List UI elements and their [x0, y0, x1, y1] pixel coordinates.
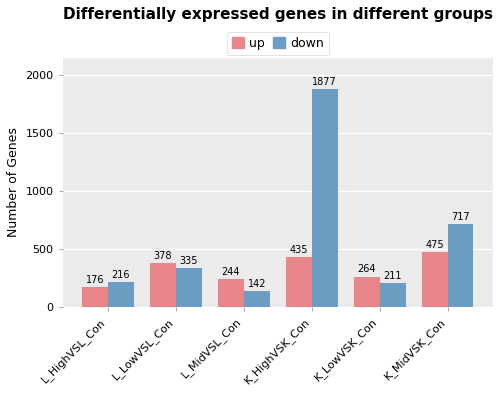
- Bar: [176, 268, 202, 307]
- Text: 717: 717: [452, 212, 470, 222]
- Text: 216: 216: [112, 270, 130, 280]
- Bar: [380, 283, 406, 307]
- Legend: up, down: up, down: [227, 32, 329, 55]
- Bar: [312, 90, 338, 307]
- Text: 244: 244: [222, 267, 240, 277]
- Bar: [218, 279, 244, 307]
- Text: 378: 378: [154, 251, 172, 261]
- Text: 211: 211: [384, 271, 402, 281]
- Bar: [422, 252, 448, 307]
- Bar: [448, 224, 473, 307]
- Y-axis label: Number of Genes: Number of Genes: [7, 128, 20, 237]
- Text: 435: 435: [290, 244, 308, 255]
- Bar: [150, 263, 176, 307]
- Text: 1877: 1877: [312, 77, 337, 87]
- Bar: [286, 257, 312, 307]
- Bar: [108, 282, 134, 307]
- Text: 475: 475: [426, 240, 444, 250]
- Text: 176: 176: [86, 275, 104, 285]
- Bar: [354, 277, 380, 307]
- Bar: [244, 291, 270, 307]
- Text: 335: 335: [180, 256, 198, 266]
- Text: 264: 264: [358, 264, 376, 274]
- Bar: [82, 287, 108, 307]
- Text: 142: 142: [248, 279, 266, 288]
- Title: Differentially expressed genes in different groups: Differentially expressed genes in differ…: [63, 7, 493, 22]
